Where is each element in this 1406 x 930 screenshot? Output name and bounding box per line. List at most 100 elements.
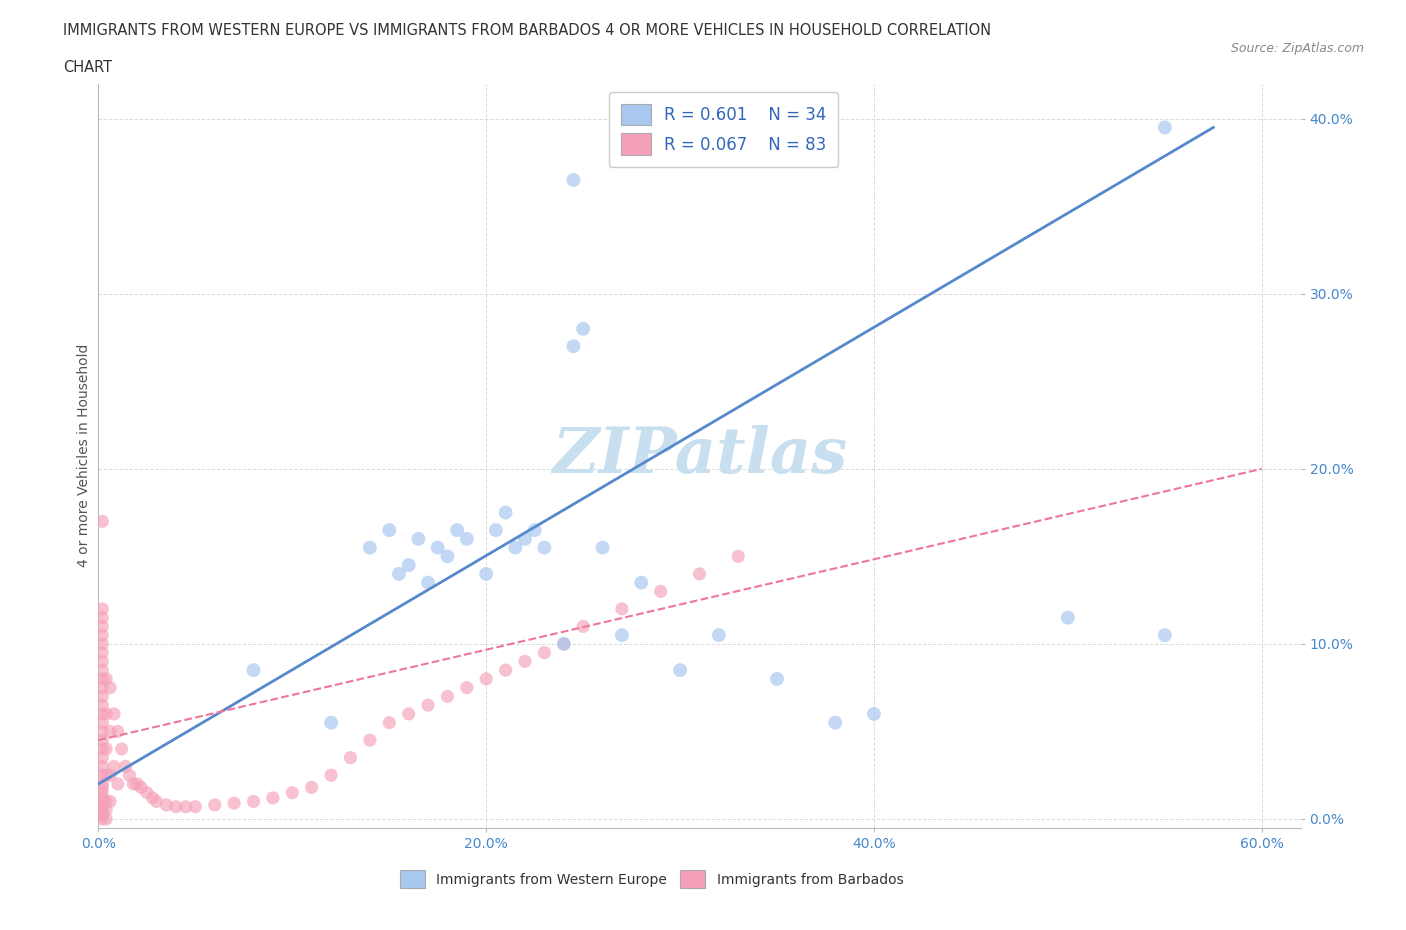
Point [475,566,498,581]
Legend: Immigrants from Western Europe, Immigrants from Barbados: Immigrants from Western Europe, Immigran… [392,863,910,896]
Point [378,715,401,730]
Point [416,575,439,590]
Point [572,322,595,337]
Point [416,698,439,712]
Point [91,790,114,805]
Point [91,812,114,827]
Point [533,645,555,660]
Point [111,741,134,756]
Point [91,777,114,791]
Point [1057,610,1080,625]
Point [650,584,672,599]
Point [91,798,114,813]
Text: IMMIGRANTS FROM WESTERN EUROPE VS IMMIGRANTS FROM BARBADOS 4 OR MORE VEHICLES IN: IMMIGRANTS FROM WESTERN EUROPE VS IMMIGR… [63,23,991,38]
Point [1153,628,1175,643]
Point [513,531,536,546]
Point [129,780,152,795]
Point [165,799,187,814]
Point [91,663,114,678]
Point [91,654,114,669]
Point [91,768,114,783]
Point [91,780,114,795]
Point [96,671,118,686]
Point [863,707,886,722]
Point [562,173,585,188]
Point [91,689,114,704]
Point [824,715,846,730]
Point [103,707,125,722]
Point [242,663,264,678]
Point [319,768,342,783]
Point [91,671,114,686]
Point [523,523,546,538]
Point [339,751,361,765]
Point [114,759,136,774]
Point [408,531,430,546]
Text: ZIPatlas: ZIPatlas [553,425,846,486]
Point [485,523,508,538]
Point [436,689,458,704]
Point [1153,120,1175,135]
Point [456,680,478,695]
Point [766,671,789,686]
Point [174,799,197,814]
Point [98,724,121,738]
Point [610,628,633,643]
Point [155,798,177,813]
Point [96,803,118,817]
Point [184,799,207,814]
Point [592,540,614,555]
Point [319,715,342,730]
Point [398,707,420,722]
Point [91,698,114,712]
Point [91,707,114,722]
Point [378,523,401,538]
Point [91,636,114,651]
Point [91,628,114,643]
Point [495,663,517,678]
Point [91,785,114,800]
Point [91,751,114,765]
Point [142,790,165,805]
Point [96,812,118,827]
Point [359,733,381,748]
Point [91,804,114,819]
Point [91,801,114,816]
Point [96,794,118,809]
Point [103,759,125,774]
Point [91,610,114,625]
Point [118,768,141,783]
Point [122,777,145,791]
Point [436,549,458,564]
Point [398,558,420,573]
Point [281,785,304,800]
Point [359,540,381,555]
Point [446,523,468,538]
Point [107,724,129,738]
Point [107,777,129,791]
Point [301,780,323,795]
Point [553,636,575,651]
Point [96,707,118,722]
Point [91,715,114,730]
Point [91,741,114,756]
Point [98,794,121,809]
Point [610,602,633,617]
Point [91,724,114,738]
Point [533,540,555,555]
Point [91,794,114,809]
Point [96,741,118,756]
Point [91,680,114,695]
Text: Source: ZipAtlas.com: Source: ZipAtlas.com [1230,42,1364,55]
Point [707,628,730,643]
Point [688,566,710,581]
Point [242,794,264,809]
Point [96,768,118,783]
Point [503,540,526,555]
Point [98,680,121,695]
Point [91,759,114,774]
Point [127,777,149,791]
Point [204,798,226,813]
Point [553,636,575,651]
Point [572,619,595,634]
